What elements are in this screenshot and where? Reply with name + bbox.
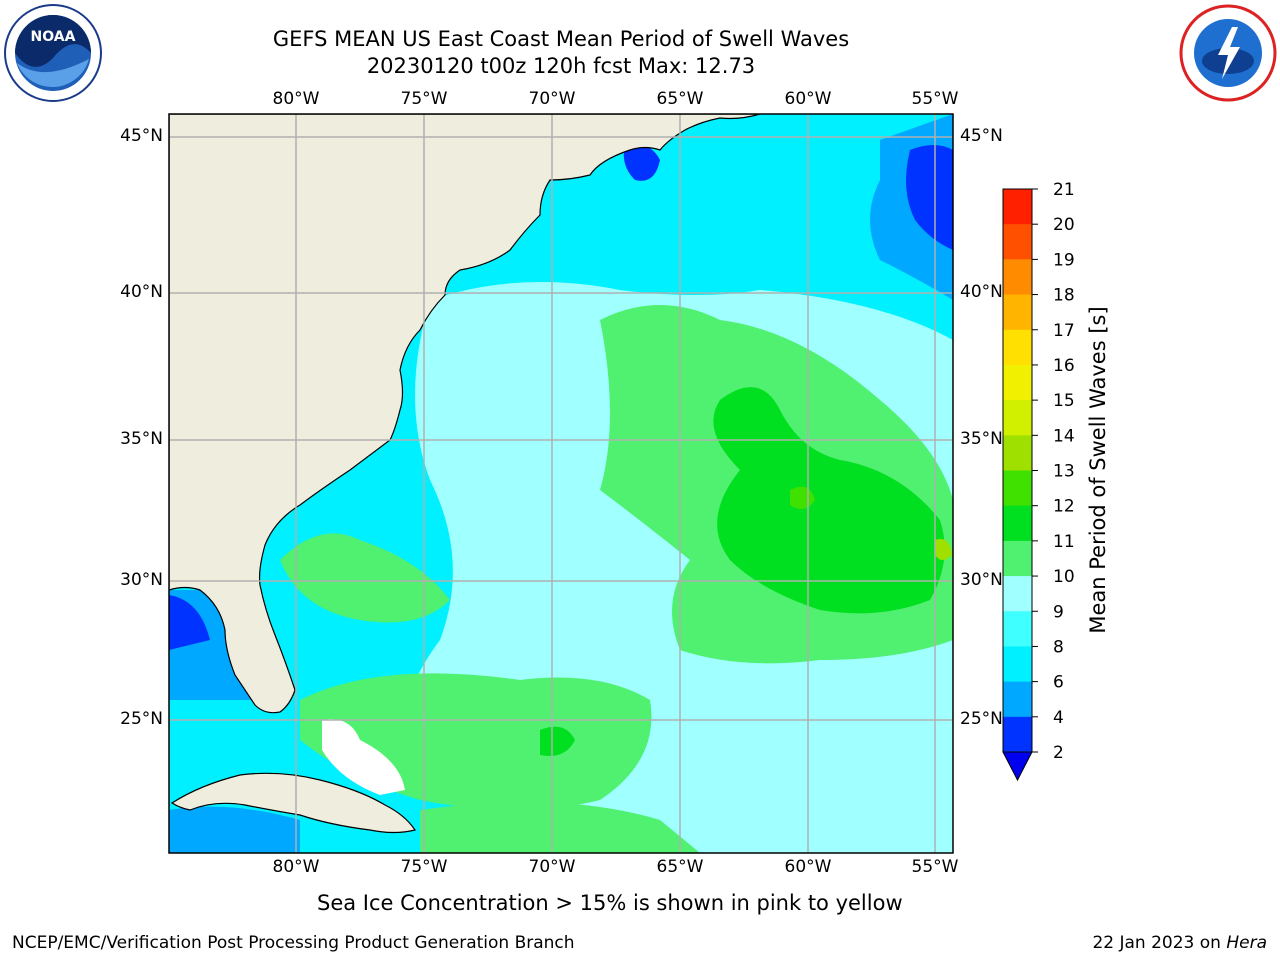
lat-label-right: 35°N <box>960 429 1003 449</box>
colorbar-bin <box>1003 259 1032 296</box>
colorbar-tick-label: 20 <box>1053 215 1075 235</box>
colorbar-bin <box>1003 576 1032 612</box>
lon-label-top: 80°W <box>272 89 320 109</box>
lon-label-top: 60°W <box>784 89 832 109</box>
lat-label-left: 25°N <box>120 709 163 729</box>
colorbar-bin <box>1003 646 1032 683</box>
chart-title-line2: 20230120 t00z 120h fcst Max: 12.73 <box>366 54 756 78</box>
cuba-land <box>170 772 416 834</box>
swell-zone-10-11 <box>713 387 945 614</box>
swell-zone-gulf-of-maine <box>623 144 660 181</box>
lat-label-right: 40°N <box>960 282 1003 302</box>
nws-logo <box>1178 3 1278 103</box>
colorbar-tick-label: 16 <box>1053 356 1075 376</box>
lon-label-bottom: 65°W <box>656 857 704 877</box>
footer-machine: Hera <box>1226 933 1267 953</box>
lat-label-left: 30°N <box>120 570 163 590</box>
colorbar-bin <box>1003 189 1032 225</box>
colorbar-tick-label: 17 <box>1053 321 1075 341</box>
colorbar-bin <box>1003 329 1032 366</box>
colorbar-bin <box>1003 294 1032 331</box>
colorbar-tick-label: 21 <box>1053 180 1075 200</box>
colorbar-bin <box>1003 716 1032 753</box>
bahamas-bank-mask <box>322 719 405 795</box>
lon-label-bottom: 60°W <box>784 857 832 877</box>
map-frame <box>168 113 954 854</box>
swell-zone-10-11-small <box>540 726 575 756</box>
swell-zone-gulf-dark <box>169 595 210 650</box>
lat-label-right: 30°N <box>960 570 1003 590</box>
lat-label-left: 35°N <box>120 429 163 449</box>
lon-label-bottom: 75°W <box>400 857 448 877</box>
colorbar-tick-label: 2 <box>1053 743 1064 763</box>
colorbar-tick-label: 11 <box>1053 532 1075 552</box>
colorbar: 2 4 6 8 9 10 11 12 13 14 15 16 17 18 19 20 21 <box>1002 180 1075 782</box>
colorbar-bin <box>1003 224 1032 260</box>
colorbar-tick-label: 19 <box>1053 250 1075 270</box>
lon-label-top: 75°W <box>400 89 448 109</box>
lat-label-right: 45°N <box>960 126 1003 146</box>
graticule <box>169 114 953 853</box>
lon-label-top: 65°W <box>656 89 704 109</box>
lon-label-top: 70°W <box>528 89 576 109</box>
colorbar-bin <box>1003 470 1032 507</box>
footer-left: NCEP/EMC/Verification Post Processing Pr… <box>12 933 575 953</box>
lon-label-bottom: 80°W <box>272 857 320 877</box>
noaa-logo-text: NOAA <box>31 29 76 45</box>
colorbar-bin <box>1003 400 1032 436</box>
colorbar-tick-label: 9 <box>1053 602 1064 622</box>
colorbar-tick-label: 4 <box>1053 708 1064 728</box>
colorbar-bin <box>1003 681 1032 718</box>
lon-label-top: 55°W <box>911 89 959 109</box>
lon-label-bottom: 55°W <box>911 857 959 877</box>
colorbar-tick-label: 15 <box>1053 391 1075 411</box>
colorbar-bin <box>1003 505 1032 542</box>
swell-zone-2-4-northeast <box>906 145 953 250</box>
colorbar-tick-label: 6 <box>1053 673 1064 693</box>
colorbar-bin <box>1003 611 1032 647</box>
chart-title-line1: GEFS MEAN US East Coast Mean Period of S… <box>272 27 850 51</box>
swell-zone-11-12-east <box>935 539 952 560</box>
lat-label-right: 25°N <box>960 709 1003 729</box>
footer-date: 22 Jan 2023 on <box>1092 933 1227 953</box>
sea-ice-note: Sea Ice Concentration > 15% is shown in … <box>317 891 903 915</box>
colorbar-label: Mean Period of Swell Waves [s] <box>1086 306 1110 634</box>
colorbar-tick-label: 18 <box>1053 286 1075 306</box>
swell-zone-9-10-east <box>280 533 450 623</box>
colorbar-tick-label: 14 <box>1053 426 1075 446</box>
colorbar-tick-label: 8 <box>1053 637 1064 657</box>
colorbar-under-extension <box>1002 751 1033 782</box>
colorbar-bin <box>1003 435 1032 471</box>
colorbar-bin <box>1003 364 1032 401</box>
colorbar-bin <box>1003 540 1032 577</box>
colorbar-tick-label: 13 <box>1053 462 1075 482</box>
swell-zone-caribbean <box>169 806 300 853</box>
lat-label-left: 40°N <box>120 282 163 302</box>
footer-right: 22 Jan 2023 on Hera <box>1092 933 1267 953</box>
lat-label-left: 45°N <box>120 126 163 146</box>
lon-label-bottom: 70°W <box>528 857 576 877</box>
north-america-land <box>169 114 761 714</box>
swell-zone-9-10-south <box>420 802 700 853</box>
colorbar-tick-label: 12 <box>1053 497 1075 517</box>
noaa-logo: NOAA <box>3 3 103 103</box>
colorbar-tick-label: 10 <box>1053 567 1075 587</box>
